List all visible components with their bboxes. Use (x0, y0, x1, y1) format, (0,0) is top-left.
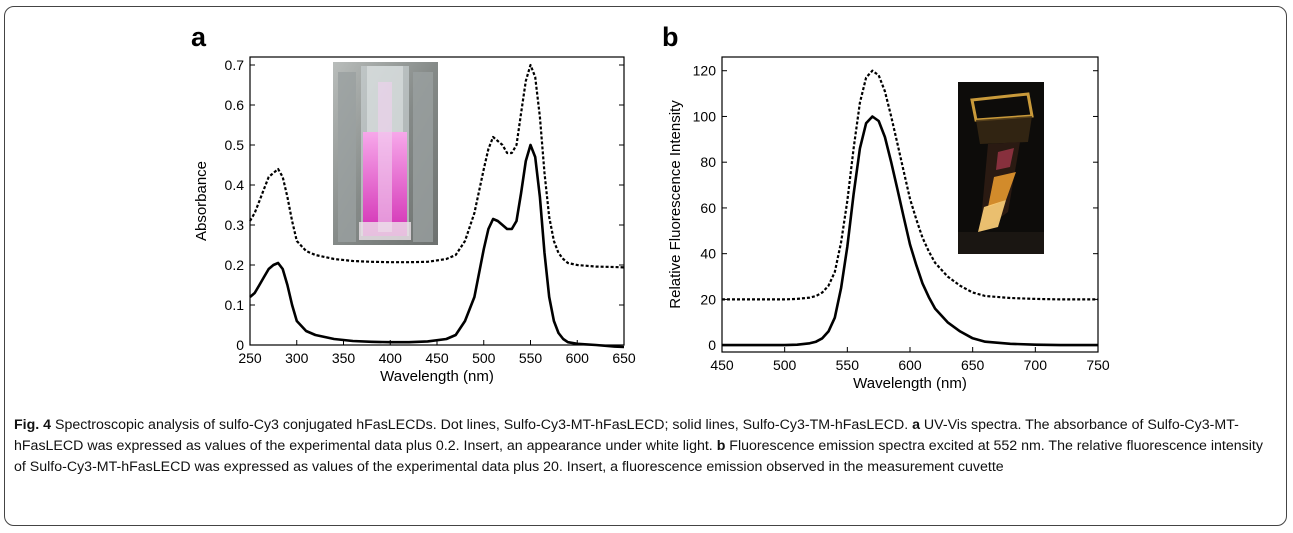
x-tick-label: 250 (238, 350, 262, 366)
y-tick-label: 100 (693, 108, 717, 124)
x-tick-label: 750 (1086, 357, 1110, 373)
inset-photo-fluorescence-cuvette (958, 82, 1044, 254)
y-tick-label: 0 (236, 337, 244, 353)
x-axis-label: Wavelength (nm) (853, 375, 967, 392)
caption-text-3: Fluorescence emission spectra excited at… (14, 438, 1263, 475)
figure-frame (4, 6, 1287, 526)
x-axis-label: Wavelength (nm) (380, 368, 494, 385)
cuvette-white-light-image (333, 62, 438, 245)
caption-text-2: UV-Vis spectra. The absorbance of Sulfo-… (14, 417, 1239, 454)
y-tick-label: 0.5 (225, 137, 245, 153)
chart-panel-a: 250 300 350 400 450 500 550 600 650 0 0.1 0.2 0.3 0.4… (193, 56, 636, 385)
y-tick-label: 0.4 (225, 177, 245, 193)
x-tick-label: 550 (836, 357, 860, 373)
caption-label-a: a (912, 417, 920, 433)
panel-b-letter: b (662, 22, 679, 52)
y-tick-label: 120 (693, 63, 717, 79)
x-tick-label: 350 (332, 350, 356, 366)
caption-label: Fig. 4 (14, 417, 52, 433)
y-tick-label: 60 (700, 200, 716, 216)
x-tick-label: 550 (519, 350, 543, 366)
x-tick-label: 450 (425, 350, 449, 366)
y-tick-label: 0.3 (225, 217, 245, 233)
fluorescence-cuvette-image (958, 82, 1044, 254)
panel-a-letter: a (191, 22, 207, 52)
y-tick-label: 0.1 (225, 297, 245, 313)
y-tick-label: 0.7 (225, 57, 245, 73)
y-tick-label: 80 (700, 154, 716, 170)
x-tick-label: 650 (612, 350, 636, 366)
figure-caption: Fig. 4 Spectroscopic analysis of sulfo-C… (14, 415, 1269, 478)
y-tick-label: 20 (700, 291, 716, 307)
caption-text-1: Spectroscopic analysis of sulfo-Cy3 conj… (51, 417, 913, 433)
x-tick-label: 650 (961, 357, 985, 373)
y-tick-label: 0.6 (225, 97, 245, 113)
x-tick-label: 600 (898, 357, 922, 373)
series-line-dotted (722, 69, 1098, 301)
y-axis-label: Relative Fluorescence Intensity (667, 100, 684, 309)
chart-panel-b: 450 500 550 600 650 700 750 0 20 40 60 80 100 120 Wave… (667, 56, 1110, 392)
series-line-solid (249, 143, 625, 349)
x-tick-label: 300 (285, 350, 309, 366)
series-line-solid (722, 115, 1098, 347)
y-tick-label: 40 (700, 246, 716, 262)
x-tick-label: 600 (566, 350, 590, 366)
inset-photo-cuvette-white-light (333, 62, 438, 245)
x-tick-label: 700 (1024, 357, 1048, 373)
caption-label-b: b (716, 438, 726, 454)
x-tick-label: 500 (773, 357, 797, 373)
x-tick-label: 450 (710, 357, 734, 373)
x-tick-label: 400 (379, 350, 403, 366)
y-tick-label: 0 (708, 337, 716, 353)
x-tick-label: 500 (472, 350, 496, 366)
y-tick-label: 0.2 (225, 257, 245, 273)
y-axis-label: Absorbance (193, 161, 210, 241)
